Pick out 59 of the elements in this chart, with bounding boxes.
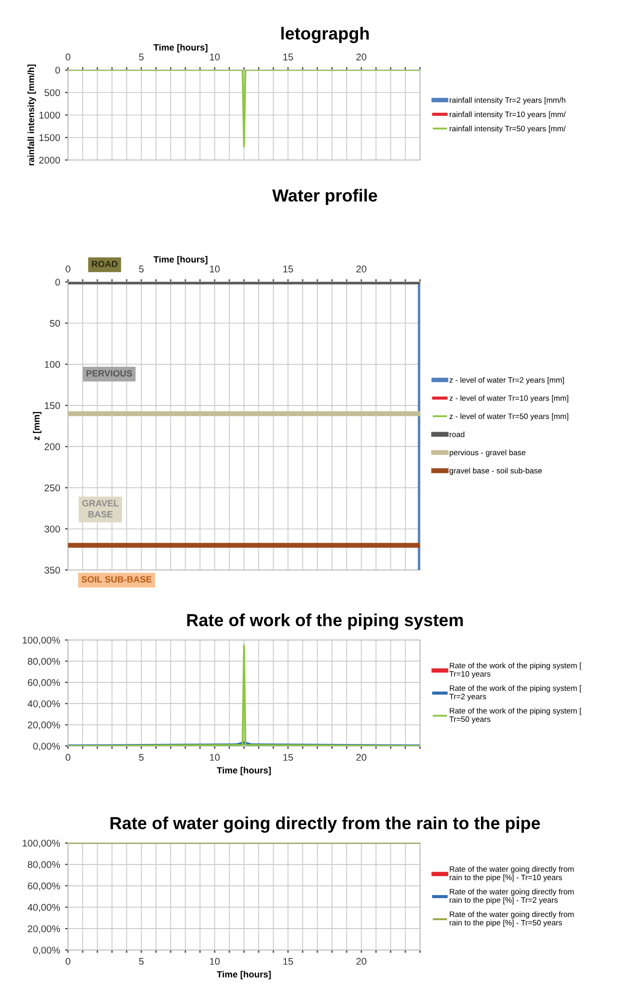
- chart-title: Rate of water going directly from the rain to the pipe: [110, 816, 540, 833]
- y-tick-label: 100,00%: [22, 840, 60, 848]
- x-tick-label: 10: [210, 54, 220, 60]
- x-tick-label: 15: [283, 266, 293, 272]
- x-tick-label: 5: [139, 958, 144, 965]
- y-axis-title: rainfall intensity [mm/h]: [28, 64, 36, 166]
- y-tick-label: 60,00%: [28, 679, 60, 688]
- text: ROAD: [92, 260, 118, 268]
- y-tick-label: 20,00%: [28, 925, 60, 934]
- x-tick-label: 0: [66, 54, 70, 60]
- x-axis-title: Time [hours]: [216, 970, 271, 980]
- y-axis-title: z [mm]: [32, 412, 42, 440]
- x-tick-label: 20: [356, 754, 366, 761]
- y-tick-label: 1000: [39, 112, 60, 119]
- y-tick-label: 80,00%: [28, 658, 60, 666]
- y-tick-label: 500: [44, 89, 60, 96]
- x-tick-label: 5: [139, 266, 144, 272]
- y-tick-label: 0,00%: [33, 742, 60, 751]
- x-tick-label: 0: [66, 266, 70, 272]
- x-tick-label: 20: [356, 266, 366, 272]
- x-tick-label: 10: [210, 958, 220, 965]
- y-tick-label: 80,00%: [28, 861, 60, 870]
- chart-title: Water profile: [272, 188, 378, 206]
- annotation: GRAVEL BASE: [82, 500, 119, 518]
- y-tick-label: 150: [44, 402, 60, 410]
- y-tick-label: 350: [44, 566, 60, 574]
- x-axis-title: Time [hours]: [153, 44, 208, 52]
- annotation: PERVIOUS: [86, 370, 132, 377]
- y-tick-label: 0: [55, 278, 60, 286]
- y-tick-label: 2000: [39, 156, 60, 164]
- y-tick-label: 1500: [39, 134, 60, 142]
- y-tick-label: 200: [44, 443, 60, 450]
- x-tick-label: 15: [283, 54, 293, 60]
- y-tick-label: 60,00%: [28, 882, 60, 891]
- text: SOIL SUB-BASE: [82, 576, 152, 583]
- x-tick-label: 20: [356, 958, 366, 965]
- x-tick-label: 5: [139, 54, 144, 60]
- y-tick-label: 20,00%: [28, 722, 60, 730]
- y-tick-label: 100: [44, 361, 60, 368]
- x-tick-label: 15: [283, 958, 293, 965]
- y-tick-label: 0,00%: [33, 946, 60, 955]
- x-axis-title: Time [hours]: [216, 766, 271, 776]
- x-tick-label: 0: [66, 754, 70, 761]
- x-axis-title: Time [hours]: [153, 256, 208, 264]
- x-tick-label: 10: [210, 754, 220, 761]
- x-tick-label: 0: [66, 958, 70, 965]
- x-tick-label: 20: [356, 54, 366, 60]
- x-tick-label: 15: [283, 754, 293, 761]
- y-tick-label: 100,00%: [22, 636, 60, 645]
- y-tick-label: 250: [44, 484, 60, 492]
- y-tick-label: 0: [55, 66, 60, 74]
- y-tick-label: 50: [50, 320, 60, 327]
- x-tick-label: 5: [139, 754, 144, 761]
- x-tick-label: 10: [210, 266, 220, 272]
- chart-title: Rate of work of the piping system: [187, 614, 463, 630]
- y-tick-label: 40,00%: [28, 904, 60, 912]
- y-tick-label: 40,00%: [28, 700, 60, 708]
- chart-title: letograpgh: [281, 26, 369, 44]
- y-tick-label: 300: [44, 526, 60, 532]
